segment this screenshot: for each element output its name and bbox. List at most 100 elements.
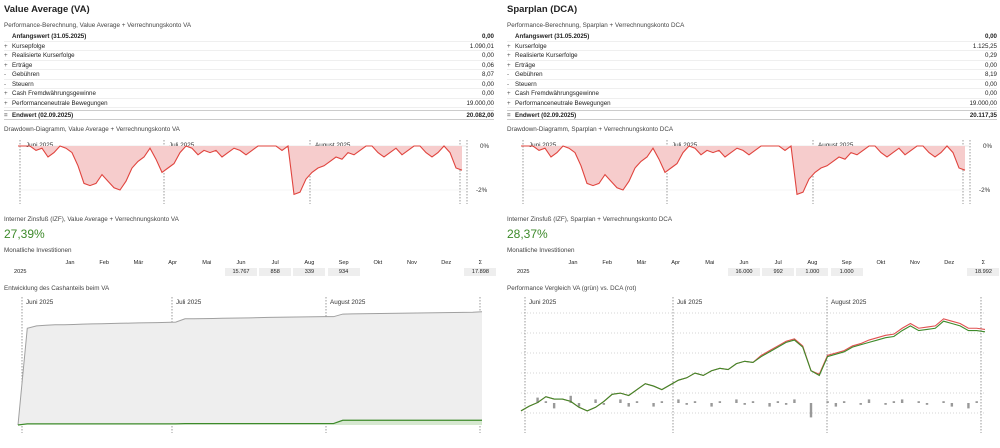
month-label: Juli 2025 [176, 299, 202, 306]
dca-compare-chart: Juni 2025 Juli 2025 August 2025 [520, 297, 986, 433]
difference-bar [834, 403, 838, 407]
month-header: Feb [99, 260, 109, 266]
month-label: August 2025 [831, 299, 867, 306]
table-row: - Steuern 0,00 [4, 80, 494, 89]
difference-bar [735, 399, 738, 403]
difference-bar [710, 403, 713, 407]
month-label: Juli 2025 [169, 142, 195, 149]
table-row: Anfangswert (31.05.2025) 0,00 [507, 32, 997, 42]
month-header: Sep [338, 260, 349, 266]
investment-cell [660, 268, 692, 276]
investment-cell: 15.767 [225, 268, 257, 276]
difference-bar [544, 401, 548, 403]
difference-bar [859, 403, 862, 405]
investment-cell: 858 [259, 268, 292, 276]
dca-line [520, 318, 986, 412]
y-tick-label: 0% [480, 143, 490, 150]
drawdown-line [521, 145, 966, 196]
difference-bar [660, 401, 664, 403]
va-line [520, 320, 986, 412]
difference-bar [685, 403, 688, 405]
difference-bar [867, 399, 871, 403]
investment-cell [865, 268, 897, 276]
month-label: August 2025 [330, 299, 366, 306]
month-header: Nov [407, 260, 417, 266]
difference-bar [594, 399, 597, 403]
difference-bar [718, 401, 722, 403]
month-label: Juli 2025 [677, 299, 703, 306]
month-header: Mai [202, 260, 212, 266]
difference-bar [975, 401, 978, 403]
va-cash-title: Entwicklung des Cashanteils beim VA [4, 285, 110, 292]
investments-year: 2025 [517, 269, 530, 275]
month-header: Jan [568, 260, 578, 266]
difference-bar [900, 399, 904, 403]
difference-bar [917, 401, 920, 403]
investment-cell [157, 268, 189, 276]
table-row: + Cash Fremdwährungsgewinne 0,00 [507, 90, 997, 99]
difference-bar [536, 397, 539, 403]
month-header: Okt [876, 260, 886, 266]
difference-bar [751, 401, 755, 403]
va-cash-chart: Juni 2025 Juli 2025 August 2025 [17, 297, 483, 433]
month-header: Nov [910, 260, 920, 266]
month-header: Mär [133, 260, 144, 266]
va-perf-title: Performance-Berechnung, Value Average + … [4, 22, 192, 29]
month-header: Feb [602, 260, 612, 266]
month-header: Σ [478, 260, 483, 266]
va-title: Value Average (VA) [4, 4, 90, 15]
month-header: Jun [236, 260, 246, 266]
va-irr-value: 27,39% [4, 227, 45, 241]
table-row: - Gebühren 8,07 [4, 71, 494, 80]
difference-bar [743, 403, 746, 405]
month-header: Jan [65, 260, 75, 266]
month-header: Aug [807, 260, 818, 266]
table-row: + Realisierte Kurserfolge 0,29 [507, 52, 997, 61]
y-tick-label: 0% [983, 143, 993, 150]
investment-cell [191, 268, 223, 276]
dca-irr-title: Interner Zinsfuß (IZF), Sparplan + Verre… [507, 216, 673, 223]
table-row: + Performanceneutrale Bewegungen 19.000,00 [507, 99, 997, 108]
difference-bar [635, 401, 639, 403]
dca-investments-table: 2025 Jan Feb Mär Apr Mai Jun 16.000 Jul 992 Aug 1.0… [507, 256, 1000, 280]
y-tick-label: -2% [476, 187, 488, 194]
table-row: + Realisierte Kurserfolge 0,00 [4, 52, 494, 61]
investment-cell [396, 268, 428, 276]
difference-bar [884, 403, 887, 405]
month-header: Σ [981, 260, 986, 266]
difference-bar [892, 401, 896, 403]
drawdown-area [521, 146, 965, 195]
dca-panel: Sparplan (DCA) Performance-Berechnung, S… [507, 0, 1000, 448]
investment-cell [430, 268, 462, 276]
table-row: Anfangswert (31.05.2025) 0,00 [4, 32, 494, 42]
va-performance-table: Anfangswert (31.05.2025) 0,00 + Kursерfolg… [4, 32, 494, 120]
month-header: Jun [739, 260, 749, 266]
month-label: Juni 2025 [26, 142, 54, 149]
difference-bar [925, 403, 929, 405]
table-row: + Cash Fremdwährungsgewinne 0,00 [4, 90, 494, 99]
investment-cell [591, 268, 623, 276]
investment-cell [899, 268, 931, 276]
investment-cell: 992 [762, 268, 795, 276]
va-drawdown-title: Drawdown-Diagramm, Value Average + Verre… [4, 126, 180, 133]
difference-bar [577, 403, 581, 407]
difference-bar [677, 399, 680, 403]
investment-cell [54, 268, 86, 276]
month-label: Juli 2025 [672, 142, 698, 149]
drawdown-line [18, 145, 463, 196]
investment-cell: 339 [293, 268, 326, 276]
difference-bar [569, 395, 572, 403]
total-line [17, 311, 483, 426]
difference-bar [627, 403, 630, 407]
difference-bar [809, 403, 813, 418]
investment-cell [122, 268, 154, 276]
va-drawdown-chart: Juni 2025 Juli 2025 August 2025 0% -2% [18, 140, 490, 204]
month-header: Mai [705, 260, 715, 266]
month-label: Juni 2025 [529, 299, 557, 306]
va-irr-title: Interner Zinsfuß (IZF), Value Average + … [4, 216, 179, 223]
difference-bar [950, 403, 954, 407]
month-header: Jul [774, 260, 782, 266]
dca-investments-title: Monatliche Investitionen [507, 247, 575, 254]
difference-bar [652, 403, 655, 407]
difference-bar [693, 401, 697, 403]
